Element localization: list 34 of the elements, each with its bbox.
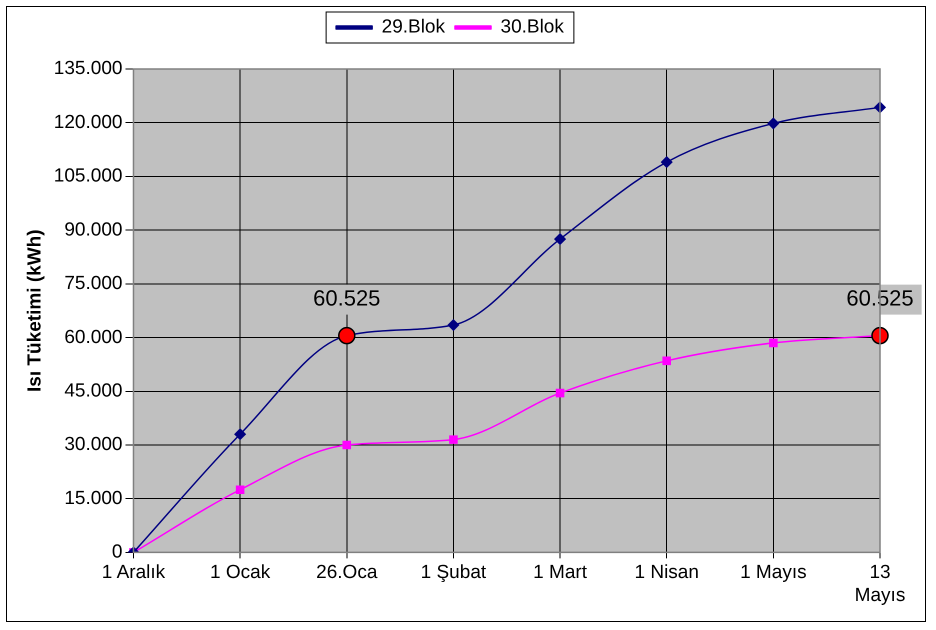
point [556,388,564,398]
point [236,485,244,494]
x-tick-label: 1 Şubat [420,562,487,584]
point [554,233,566,245]
annotation: 60.525 [846,286,914,311]
y-tick-label: 45.000 [64,380,122,402]
y-axis-title: Isı Tüketimi (kWh) [24,229,46,392]
legend-label: 29.Blok [382,16,446,38]
x-tick-label: 1 Nisan [634,562,699,584]
point [768,118,780,130]
point [769,338,778,348]
point [234,428,246,440]
point [448,319,460,331]
point [662,356,671,366]
x-tick-label: 1 Aralık [102,562,166,584]
point [449,435,458,444]
y-tick-label: 105.000 [54,166,122,187]
x-tick-label: 1 Ocak [210,562,271,584]
x-tick-label: 26.Oca [316,562,378,584]
y-tick-label: 15.000 [64,488,122,509]
y-tick-label: 120.000 [54,112,122,133]
x-tick-label: 1 Mayıs [740,562,807,584]
y-tick-label: 30.000 [64,434,122,456]
y-tick-label: 135.000 [54,58,122,80]
annotation: 60.525 [313,286,380,311]
x-tick-label: 1 Mart [533,562,588,584]
y-tick-label: 0 [112,542,122,563]
legend-label: 30.Blok [500,16,564,38]
x-tick-label: 13 Mayıs [854,562,906,606]
point [660,156,672,168]
y-tick-label: 60.000 [64,326,122,348]
y-tick-label: 75.000 [64,273,122,294]
y-tick-label: 90.000 [64,219,122,240]
point [342,440,352,450]
